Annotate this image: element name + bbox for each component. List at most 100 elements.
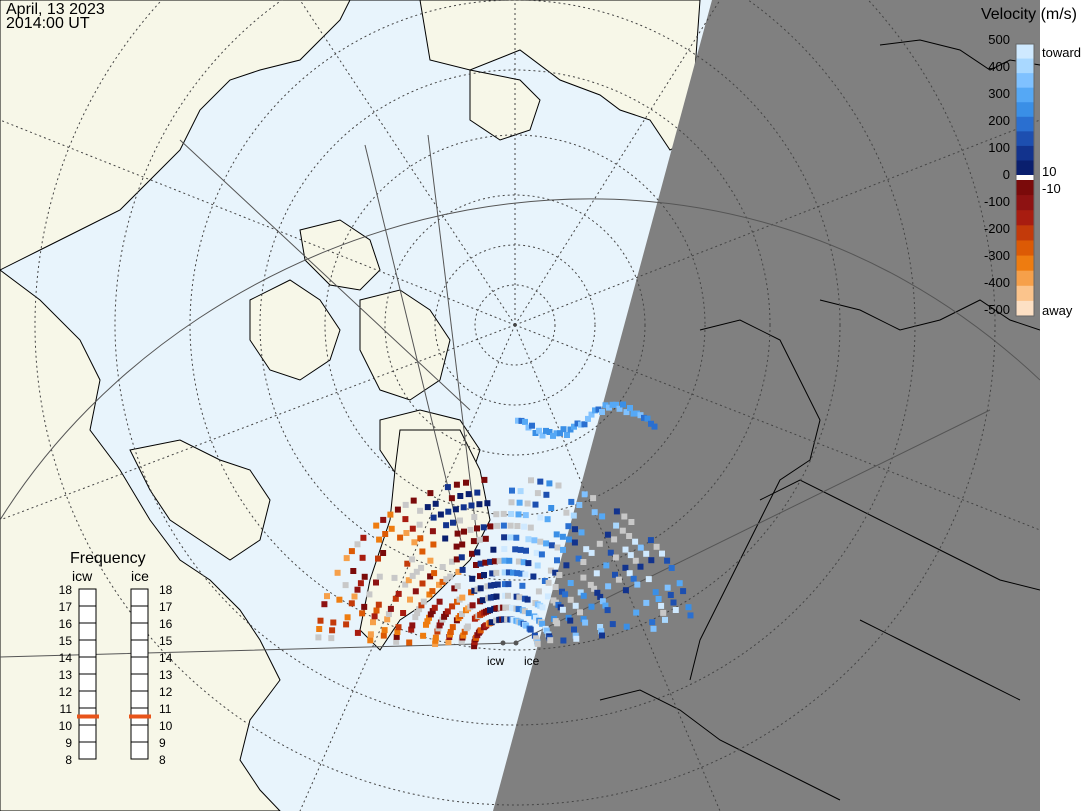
velocity-cell: [676, 580, 683, 587]
colorbar-swatch: [1016, 255, 1034, 272]
velocity-cell: [641, 414, 647, 421]
velocity-cell: [373, 579, 379, 586]
velocity-cell: [622, 564, 629, 571]
velocity-cell: [467, 526, 474, 533]
velocity-cell: [426, 591, 433, 598]
velocity-cell: [474, 549, 481, 556]
velocity-cell: [568, 498, 575, 505]
velocity-cell: [423, 621, 429, 628]
velocity-cell: [530, 573, 537, 580]
velocity-cell: [460, 504, 467, 511]
velocity-cell: [516, 499, 523, 506]
velocity-cell: [461, 628, 468, 635]
velocity-cell: [388, 525, 395, 532]
velocity-cell: [664, 584, 671, 591]
velocity-cell: [555, 482, 562, 489]
velocity-cell: [443, 576, 450, 583]
velocity-cell: [619, 527, 626, 534]
velocity-cell: [575, 555, 582, 562]
velocity-cell: [493, 511, 500, 518]
velocity-cell: [464, 623, 471, 630]
frequency-level-label: 10: [159, 719, 173, 733]
velocity-cell: [607, 549, 614, 556]
velocity-cell: [611, 536, 618, 543]
velocity-cell: [515, 606, 522, 613]
velocity-cell: [604, 607, 611, 614]
velocity-cell: [416, 606, 423, 613]
velocity-cell: [489, 570, 496, 577]
velocity-cell: [572, 602, 579, 609]
velocity-cell: [616, 405, 623, 412]
frequency-level-label: 12: [58, 685, 72, 699]
velocity-cell: [452, 506, 459, 513]
velocity-cell: [522, 571, 529, 578]
velocity-cell: [409, 622, 416, 629]
velocity-cell: [424, 618, 431, 625]
velocity-cell: [394, 506, 401, 513]
velocity-cell: [316, 626, 323, 632]
velocity-cell: [590, 495, 597, 502]
frequency-cell: [78, 588, 97, 607]
velocity-cell: [395, 624, 402, 631]
velocity-cell: [508, 511, 515, 517]
frequency-level-label: 10: [58, 719, 72, 733]
colorbar-tick-label: 400: [988, 59, 1010, 74]
velocity-cell: [476, 536, 483, 543]
velocity-cell: [591, 585, 598, 592]
velocity-cell: [484, 500, 491, 507]
colorbar-swatch: [1016, 44, 1034, 60]
velocity-cell: [559, 588, 565, 595]
frequency-cell: [78, 690, 97, 709]
velocity-cell: [605, 583, 612, 590]
velocity-cell: [521, 608, 528, 615]
velocity-cell: [484, 583, 491, 590]
velocity-cell: [658, 602, 665, 609]
velocity-cell: [578, 421, 584, 428]
velocity-cell: [376, 536, 383, 543]
velocity-cell: [588, 603, 595, 610]
colorbar-swatch: [1016, 73, 1034, 89]
velocity-cell: [544, 593, 551, 600]
frequency-cell: [130, 605, 149, 624]
velocity-cell: [543, 427, 549, 434]
colorbar-tick-label: -400: [983, 275, 1010, 290]
velocity-cell: [613, 522, 620, 529]
velocity-cell: [612, 571, 618, 578]
velocity-cell: [373, 607, 380, 614]
velocity-cell: [359, 554, 366, 561]
velocity-cell: [439, 578, 446, 585]
velocity-cell: [469, 550, 475, 557]
velocity-cell: [463, 479, 469, 486]
velocity-cell: [315, 634, 322, 641]
velocity-cell: [434, 628, 441, 635]
velocity-cell: [488, 619, 495, 626]
frequency-marker-icw: [77, 714, 99, 719]
colorbar-swatch: [1016, 87, 1034, 103]
velocity-cell: [525, 560, 532, 567]
velocity-cell: [622, 587, 629, 594]
velocity-cell: [427, 611, 434, 618]
velocity-cell: [395, 590, 402, 597]
colorbar-title: Velocity (m/s): [980, 6, 1077, 23]
velocity-cell: [587, 581, 594, 588]
velocity-cell: [505, 592, 511, 599]
velocity-cell: [407, 596, 413, 603]
velocity-cell: [565, 523, 572, 530]
frequency-level-label: 18: [159, 583, 173, 597]
velocity-cell: [662, 616, 668, 623]
velocity-cell: [523, 547, 529, 554]
velocity-cell: [403, 530, 410, 536]
frequency-cell: [130, 622, 149, 641]
frequency-level-label: 9: [65, 736, 72, 750]
frequency-title: Frequency: [70, 550, 146, 567]
velocity-cell: [465, 491, 472, 498]
velocity-cell: [409, 556, 416, 563]
velocity-cell: [643, 599, 650, 606]
velocity-cell: [490, 546, 497, 553]
velocity-cell: [527, 626, 534, 633]
velocity-cell: [351, 593, 358, 600]
colorbar-tick-label: 200: [988, 113, 1010, 128]
velocity-cell: [632, 538, 639, 545]
velocity-cell: [559, 533, 566, 540]
velocity-cell: [573, 635, 580, 642]
